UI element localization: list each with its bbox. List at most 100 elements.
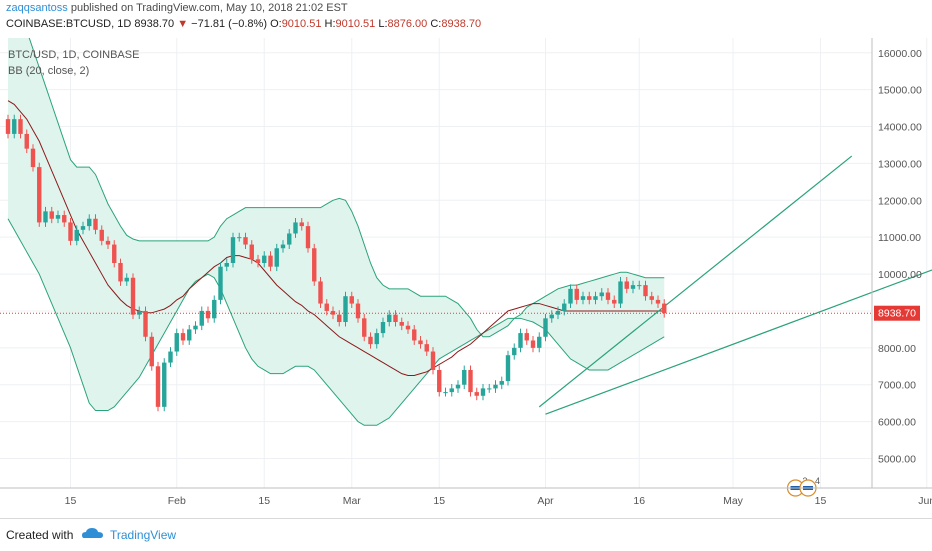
- price-chart[interactable]: 34 5000.006000.007000.008000.009000.0010…: [0, 38, 932, 518]
- candle-body: [568, 289, 572, 304]
- x-tick-label: 15: [433, 495, 445, 507]
- candle-body: [187, 329, 191, 340]
- symbol-label: COINBASE:BTCUSD, 1D: [6, 18, 131, 30]
- candle-body: [50, 211, 54, 218]
- price-axis-label: 8938.70: [874, 306, 920, 321]
- candle-body: [500, 381, 504, 385]
- candle-body: [468, 370, 472, 392]
- candle-body: [225, 263, 229, 267]
- author-link[interactable]: zaqqsantoss: [6, 2, 68, 14]
- x-tick-label: Mar: [343, 495, 362, 507]
- event-badges[interactable]: 34: [788, 476, 821, 496]
- candle-body: [481, 388, 485, 395]
- candle-body: [425, 344, 429, 351]
- high-value: 9010.51: [336, 18, 376, 30]
- candle-body: [662, 304, 666, 314]
- candle-body: [112, 245, 116, 263]
- y-tick-label: 14000.00: [878, 122, 922, 134]
- candle-body: [512, 348, 516, 355]
- candle-body: [412, 329, 416, 340]
- candle-body: [375, 333, 379, 344]
- x-tick-label: Apr: [537, 495, 554, 507]
- candle-body: [150, 337, 154, 367]
- candle-body: [175, 333, 179, 351]
- candle-body: [193, 326, 197, 330]
- candle-body: [368, 337, 372, 344]
- chart-header: zaqqsantoss published on TradingView.com…: [0, 0, 932, 38]
- low-value: 8876.00: [388, 18, 428, 30]
- candle-body: [168, 352, 172, 363]
- chart-area[interactable]: 34 5000.006000.007000.008000.009000.0010…: [0, 38, 932, 518]
- candle-body: [12, 119, 16, 134]
- candle-body: [387, 315, 391, 322]
- candle-body: [68, 222, 72, 240]
- x-tick-label: Jun: [918, 495, 932, 507]
- candle-body: [443, 392, 447, 393]
- candle-body: [362, 318, 366, 336]
- candle-body: [181, 333, 185, 340]
- candle-body: [337, 315, 341, 322]
- candle-body: [75, 230, 79, 241]
- trendline: [539, 156, 852, 407]
- candle-body: [312, 248, 316, 281]
- legend-indicator[interactable]: BB (20, close, 2): [8, 65, 89, 77]
- candle-body: [487, 388, 491, 389]
- candle-body: [300, 222, 304, 226]
- tradingview-cloud-icon: [80, 526, 106, 542]
- candle-body: [137, 311, 141, 315]
- candle-body: [493, 385, 497, 389]
- candle-body: [212, 300, 216, 318]
- candle-body: [268, 256, 272, 267]
- x-tick-label: May: [723, 495, 744, 507]
- high-label: H:: [325, 18, 336, 30]
- y-tick-label: 7000.00: [878, 380, 916, 392]
- close-label: C:: [430, 18, 441, 30]
- candle-body: [543, 318, 547, 336]
- down-arrow-icon: ▼: [177, 18, 188, 30]
- band-fill: [8, 38, 664, 425]
- last-price: 8938.70: [134, 18, 174, 30]
- candle-body: [450, 388, 454, 392]
- tradingview-brand[interactable]: TradingView: [110, 528, 176, 542]
- candle-body: [56, 215, 60, 219]
- candle-body: [256, 259, 260, 263]
- candle-body: [106, 241, 110, 245]
- candle-body: [606, 293, 610, 300]
- candle-body: [562, 304, 566, 311]
- candle-body: [287, 233, 291, 244]
- candle-body: [250, 245, 254, 260]
- candle-body: [343, 296, 347, 322]
- candle-body: [518, 333, 522, 348]
- candle-body: [156, 366, 160, 407]
- candle-body: [37, 167, 41, 222]
- candle-body: [618, 281, 622, 303]
- event-count: 4: [815, 476, 820, 486]
- candle-body: [325, 304, 329, 311]
- x-axis-ticks: 15Feb15Mar15Apr16May15Jun15: [65, 495, 932, 507]
- y-tick-label: 10000.00: [878, 269, 922, 281]
- candle-body: [625, 281, 629, 288]
- candle-body: [81, 226, 85, 230]
- candle-body: [456, 385, 460, 389]
- candle-body: [231, 237, 235, 263]
- bollinger-bands: [8, 38, 664, 425]
- candle-body: [262, 256, 266, 263]
- x-tick-label: Feb: [168, 495, 186, 507]
- candle-body: [350, 296, 354, 303]
- close-value: 8938.70: [441, 18, 481, 30]
- candle-body: [18, 119, 22, 134]
- candle-body: [650, 296, 654, 300]
- y-tick-label: 13000.00: [878, 158, 922, 170]
- candle-body: [581, 296, 585, 300]
- candle-body: [431, 352, 435, 370]
- candle-body: [62, 215, 66, 222]
- candle-body: [43, 211, 47, 222]
- candle-body: [237, 237, 241, 238]
- ohlc-line: COINBASE:BTCUSD, 1D 8938.70 ▼ −71.81 (−0…: [6, 18, 481, 30]
- candle-body: [656, 300, 660, 304]
- candle-body: [631, 285, 635, 289]
- candle-body: [143, 311, 147, 337]
- candle-body: [131, 278, 135, 315]
- candle-body: [87, 219, 91, 226]
- candle-body: [531, 340, 535, 347]
